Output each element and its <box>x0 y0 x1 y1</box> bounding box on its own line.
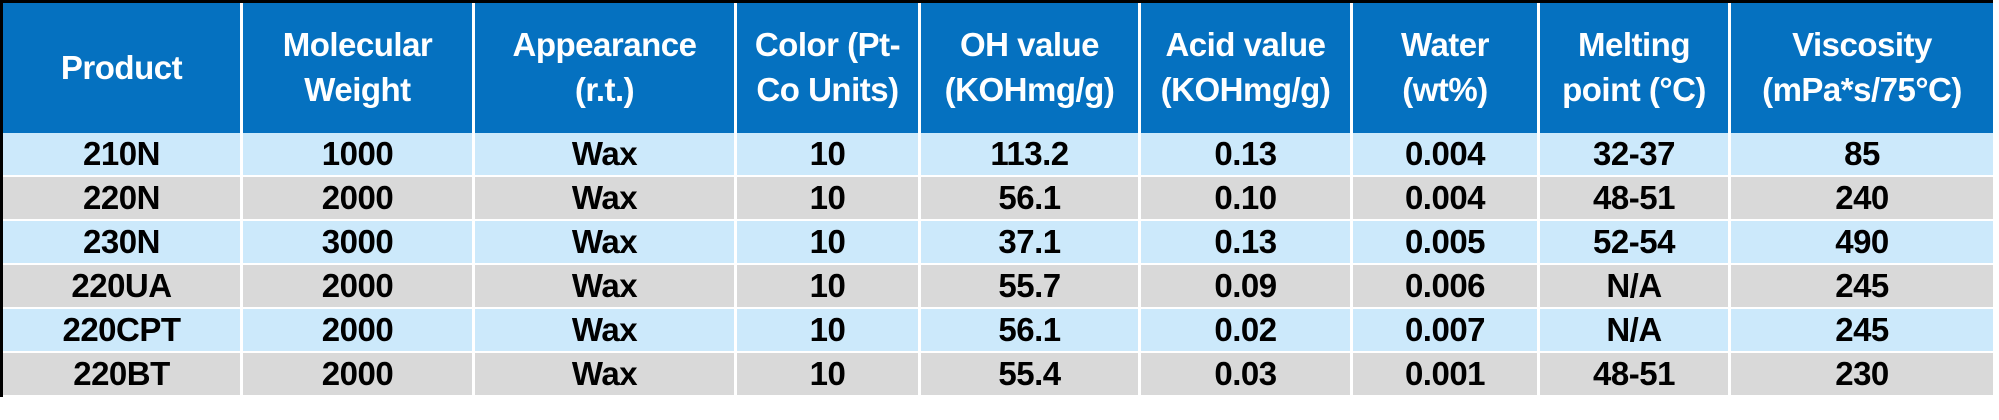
table-cell: 0.13 <box>1141 221 1353 265</box>
column-header-water: Water (wt%) <box>1353 3 1540 133</box>
table-cell: 220UA <box>3 265 243 309</box>
table-row-220cpt: 220CPT 2000 Wax 10 56.1 0.02 0.007 N/A 2… <box>3 309 1993 353</box>
table-cell: 10 <box>737 177 921 221</box>
table-cell: 0.09 <box>1141 265 1353 309</box>
table-cell: N/A <box>1540 265 1731 309</box>
table-cell: 56.1 <box>921 177 1141 221</box>
table-row-230n: 230N 3000 Wax 10 37.1 0.13 0.005 52-54 4… <box>3 221 1993 265</box>
table-cell: 0.007 <box>1353 309 1540 353</box>
table-cell: 32-37 <box>1540 133 1731 177</box>
table-cell: 220BT <box>3 353 243 397</box>
table-cell: Wax <box>475 309 737 353</box>
column-header-acid-value: Acid value (KOHmg/g) <box>1141 3 1353 133</box>
table-cell: 0.004 <box>1353 177 1540 221</box>
table-cell: 230N <box>3 221 243 265</box>
table-cell: 0.10 <box>1141 177 1353 221</box>
table-row-220bt: 220BT 2000 Wax 10 55.4 0.03 0.001 48-51 … <box>3 353 1993 397</box>
table-cell: 490 <box>1731 221 1993 265</box>
column-header-product: Product <box>3 3 243 133</box>
table-cell: Wax <box>475 265 737 309</box>
table-cell: 220CPT <box>3 309 243 353</box>
column-header-oh-value: OH value (KOHmg/g) <box>921 3 1141 133</box>
header-row: Product Molecular Weight Appearance (r.t… <box>3 3 1993 133</box>
table-cell: 113.2 <box>921 133 1141 177</box>
table-cell: 52-54 <box>1540 221 1731 265</box>
column-header-color: Color (Pt-Co Units) <box>737 3 921 133</box>
table-cell: 55.4 <box>921 353 1141 397</box>
table-cell: 0.004 <box>1353 133 1540 177</box>
table-cell: 48-51 <box>1540 353 1731 397</box>
table-cell: 0.005 <box>1353 221 1540 265</box>
column-header-molecular-weight: Molecular Weight <box>243 3 475 133</box>
table-cell: Wax <box>475 133 737 177</box>
table-cell: 2000 <box>243 177 475 221</box>
table-cell: 10 <box>737 133 921 177</box>
table-cell: 10 <box>737 309 921 353</box>
table-cell: 3000 <box>243 221 475 265</box>
table-cell: 230 <box>1731 353 1993 397</box>
table-cell: 0.02 <box>1141 309 1353 353</box>
table-cell: 0.001 <box>1353 353 1540 397</box>
table-cell: 240 <box>1731 177 1993 221</box>
table-cell: 0.006 <box>1353 265 1540 309</box>
table-cell: Wax <box>475 177 737 221</box>
column-header-melting-point: Melting point (°C) <box>1540 3 1731 133</box>
table-cell: 10 <box>737 353 921 397</box>
table-cell: 220N <box>3 177 243 221</box>
table-cell: 10 <box>737 265 921 309</box>
product-spec-table-frame: Product Molecular Weight Appearance (r.t… <box>0 0 1993 397</box>
table-cell: 10 <box>737 221 921 265</box>
table-cell: 48-51 <box>1540 177 1731 221</box>
table-cell: 245 <box>1731 309 1993 353</box>
table-row-220n: 220N 2000 Wax 10 56.1 0.10 0.004 48-51 2… <box>3 177 1993 221</box>
table-cell: N/A <box>1540 309 1731 353</box>
table-cell: 37.1 <box>921 221 1141 265</box>
table-cell: 0.03 <box>1141 353 1353 397</box>
table-cell: 56.1 <box>921 309 1141 353</box>
table-cell: Wax <box>475 221 737 265</box>
column-header-viscosity: Viscosity (mPa*s/75°C) <box>1731 3 1993 133</box>
table-cell: 0.13 <box>1141 133 1353 177</box>
table-cell: 245 <box>1731 265 1993 309</box>
table-cell: Wax <box>475 353 737 397</box>
product-spec-table: Product Molecular Weight Appearance (r.t… <box>3 3 1993 397</box>
table-cell: 1000 <box>243 133 475 177</box>
table-cell: 2000 <box>243 309 475 353</box>
table-cell: 85 <box>1731 133 1993 177</box>
table-row-220ua: 220UA 2000 Wax 10 55.7 0.09 0.006 N/A 24… <box>3 265 1993 309</box>
table-row-210n: 210N 1000 Wax 10 113.2 0.13 0.004 32-37 … <box>3 133 1993 177</box>
column-header-appearance: Appearance (r.t.) <box>475 3 737 133</box>
table-cell: 2000 <box>243 353 475 397</box>
table-cell: 55.7 <box>921 265 1141 309</box>
table-cell: 2000 <box>243 265 475 309</box>
table-cell: 210N <box>3 133 243 177</box>
